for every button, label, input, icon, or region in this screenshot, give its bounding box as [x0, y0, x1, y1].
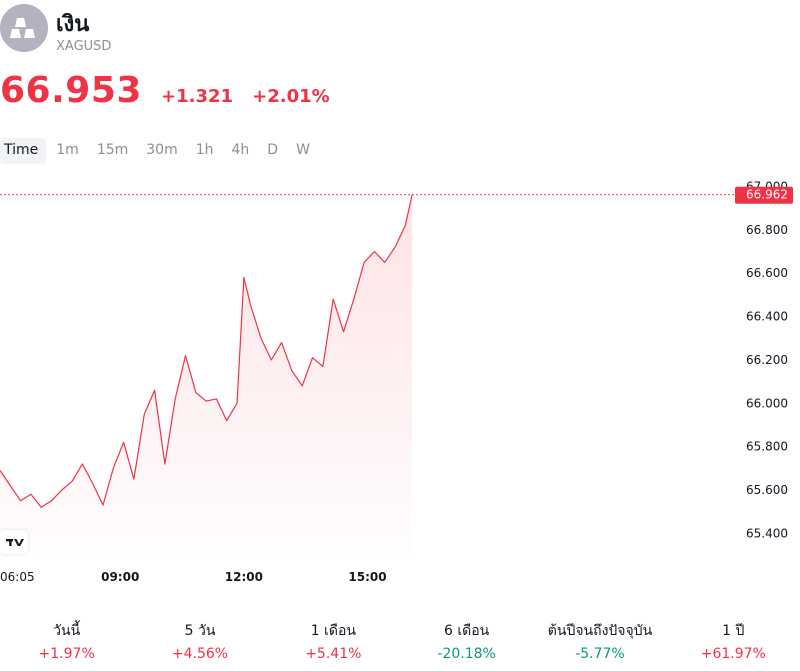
perf-value: +1.97% — [38, 646, 95, 662]
perf-ytd[interactable]: ต้นปีจนถึงปัจจุบัน -5.77% — [533, 620, 666, 662]
perf-value: -20.18% — [437, 646, 496, 662]
perf-today[interactable]: วันนี้ +1.97% — [0, 620, 133, 662]
y-tick-label: 66.200 — [746, 353, 788, 367]
perf-6-months[interactable]: 6 เดือน -20.18% — [400, 620, 533, 662]
perf-1-year[interactable]: 1 ปี +61.97% — [667, 620, 800, 662]
y-tick-label: 65.400 — [746, 526, 788, 540]
x-tick-label: 09:00 — [101, 570, 139, 584]
perf-value: +61.97% — [700, 646, 766, 662]
y-tick-label: 66.400 — [746, 310, 788, 324]
price-chart[interactable]: 67.00066.80066.60066.40066.20066.00065.8… — [0, 180, 800, 600]
price-line — [0, 194, 413, 508]
price-change-percent: +2.01% — [252, 86, 330, 107]
header: เงิน XAGUSD — [0, 0, 800, 60]
tab-d[interactable]: D — [267, 142, 279, 158]
last-price-tag-label: 66.962 — [746, 188, 788, 202]
tab-30m[interactable]: 30m — [146, 142, 178, 158]
y-tick-label: 66.800 — [746, 223, 788, 237]
perf-5-days[interactable]: 5 วัน +4.56% — [133, 620, 266, 662]
tab-w[interactable]: W — [296, 142, 310, 158]
x-tick-label: 06:05 — [0, 570, 35, 584]
tab-time[interactable]: Time — [0, 138, 47, 164]
instrument-title: เงิน — [56, 12, 90, 37]
perf-value: -5.77% — [575, 646, 625, 662]
perf-value: +5.41% — [305, 646, 362, 662]
x-tick-label: 15:00 — [348, 570, 386, 584]
perf-label: 1 เดือน — [310, 623, 356, 639]
price-change: +1.321 — [161, 86, 234, 107]
y-tick-label: 66.600 — [746, 266, 788, 280]
y-tick-label: 65.600 — [746, 483, 788, 497]
silver-bars-logo — [0, 4, 48, 52]
x-tick-label: 12:00 — [225, 570, 263, 584]
perf-label: 6 เดือน — [444, 623, 490, 639]
instrument-symbol: XAGUSD — [56, 39, 112, 54]
price-area-fill — [0, 194, 413, 555]
perf-value: +4.56% — [171, 646, 229, 662]
price-row: 66.953 +1.321 +2.01% — [0, 70, 330, 120]
perf-label: 1 ปี — [722, 623, 745, 639]
last-price-tag — [735, 186, 793, 204]
performance-bar: วันนี้ +1.97% 5 วัน +4.56% 1 เดือน +5.41… — [0, 620, 800, 662]
tab-1h[interactable]: 1h — [195, 142, 214, 158]
tab-15m[interactable]: 15m — [96, 142, 129, 158]
perf-label: ต้นปีจนถึงปัจจุบัน — [547, 623, 653, 639]
tradingview-logo[interactable] — [0, 530, 28, 554]
last-price: 66.953 — [0, 70, 142, 111]
y-tick-label: 65.800 — [746, 440, 788, 454]
timeframe-tabs: Time 1m 15m 30m 1h 4h D W — [0, 138, 320, 164]
tab-1m[interactable]: 1m — [56, 142, 79, 158]
perf-1-month[interactable]: 1 เดือน +5.41% — [267, 620, 400, 662]
tab-4h[interactable]: 4h — [231, 142, 250, 158]
perf-label: 5 วัน — [184, 623, 216, 639]
perf-label: วันนี้ — [53, 623, 81, 639]
y-tick-label: 66.000 — [746, 396, 788, 410]
